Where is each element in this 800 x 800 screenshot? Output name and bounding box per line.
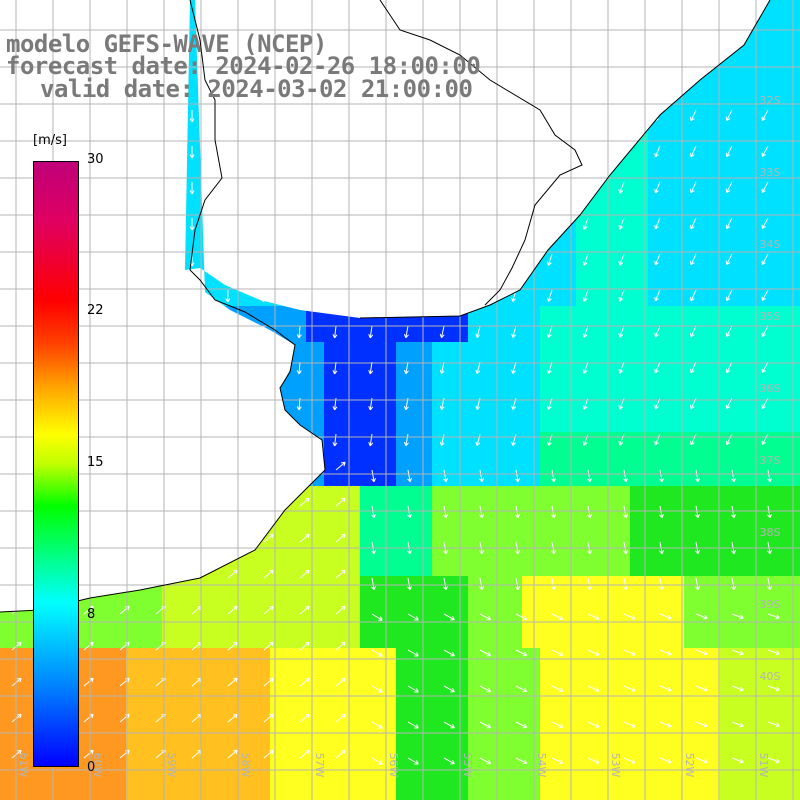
latitude-label: 35S	[760, 310, 781, 323]
longitude-label: 53W	[609, 753, 622, 778]
latitude-labels: 32S 33S 34S 35S 36S 37S 38S 39S 40S	[760, 94, 781, 683]
latitude-label: 40S	[760, 670, 781, 683]
coastline	[0, 0, 771, 613]
valid-date: valid date: 2024-03-02 21:00:00	[40, 75, 473, 103]
longitude-label: 51W	[757, 753, 770, 778]
longitude-label: 55W	[461, 753, 474, 778]
latitude-label: 33S	[760, 166, 781, 179]
longitude-label: 52W	[683, 753, 696, 778]
land-mass	[0, 0, 770, 612]
longitude-label: 57W	[313, 753, 326, 778]
latitude-label: 38S	[760, 526, 781, 539]
latitude-label: 36S	[760, 382, 781, 395]
longitude-label: 56W	[387, 753, 400, 778]
latitude-label: 37S	[760, 454, 781, 467]
longitude-label: 61W	[17, 753, 30, 778]
latitude-label: 32S	[760, 94, 781, 107]
latitude-label: 34S	[760, 238, 781, 251]
colorbar-tick-8: 8	[87, 607, 96, 622]
longitude-label: 54W	[535, 753, 548, 778]
colorbar	[33, 161, 79, 767]
longitude-labels: 61W 60W 59W 58W 57W 56W 55W 54W 53W 52W 51W	[17, 753, 770, 778]
colorbar-unit: [m/s]	[33, 133, 67, 148]
longitude-label: 58W	[239, 753, 252, 778]
colorbar-tick-22: 22	[87, 303, 104, 318]
model-title: modelo GEFS-WAVE (NCEP)	[6, 30, 327, 58]
forecast-date: forecast date: 2024-02-26 18:00:00	[6, 52, 481, 80]
colorbar-tick-15: 15	[87, 455, 104, 470]
longitude-label: 59W	[165, 753, 178, 778]
longitude-label: 60W	[91, 753, 104, 778]
colorbar-tick-0: 0	[87, 760, 96, 775]
colorbar-tick-30: 30	[87, 152, 104, 167]
latitude-label: 39S	[760, 598, 781, 611]
